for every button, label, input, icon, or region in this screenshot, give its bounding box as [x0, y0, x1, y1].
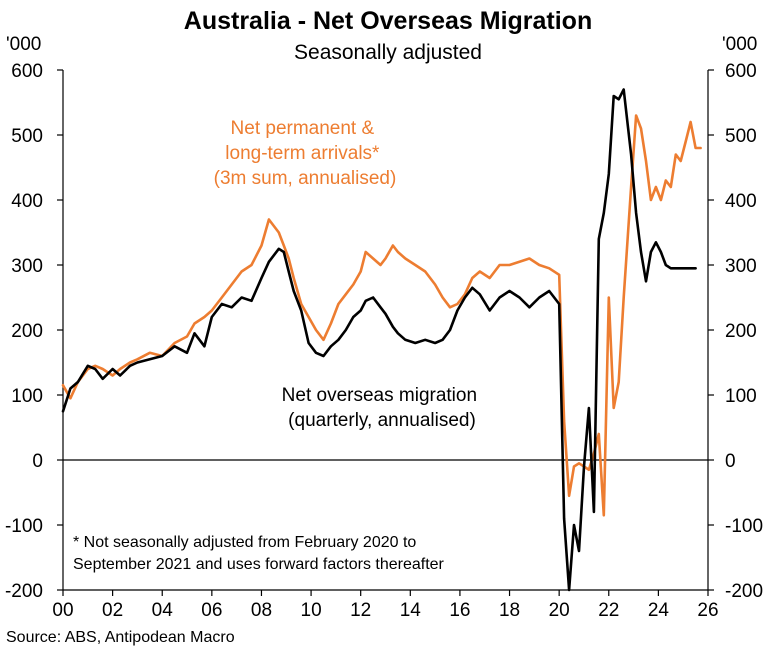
orange-label-line-3: (3m sum, annualised): [214, 168, 397, 189]
x-tick-label: 08: [251, 600, 272, 621]
y-tick-label-left: 0: [32, 451, 43, 472]
y-unit-left: '000: [6, 34, 41, 55]
footnote-line-2: September 2021 and uses forward factors …: [73, 556, 445, 573]
y-tick-label-right: 600: [725, 61, 757, 82]
x-tick-label: 12: [350, 600, 371, 621]
black-label-line-1: Net overseas migration: [282, 385, 477, 406]
series-line-net-permanent-long-term-arrivals: [61, 114, 702, 517]
footnote: * Not seasonally adjusted from February …: [73, 534, 445, 573]
y-tick-label-left: 400: [11, 191, 43, 212]
x-tick-label: 14: [400, 600, 422, 621]
x-tick-label: 26: [697, 600, 718, 621]
y-tick-label-left: 500: [11, 126, 43, 147]
x-tick-label: 16: [449, 600, 470, 621]
ticks-layer: [57, 69, 714, 596]
y-tick-label-right: -200: [725, 581, 763, 602]
orange-label-line-1: Net permanent &: [231, 118, 375, 139]
chart-title: Australia - Net Overseas Migration: [184, 7, 592, 35]
orange-series-label: Net permanent & long-term arrivals* (3m …: [214, 118, 397, 189]
black-series-label: Net overseas migration (quarterly, annua…: [282, 385, 483, 431]
orange-label-line-2: long-term arrivals*: [225, 143, 380, 164]
y-tick-label-left: 100: [11, 386, 43, 407]
black-label-line-2: (quarterly, annualised): [288, 410, 476, 431]
x-tick-label: 06: [201, 600, 222, 621]
y-tick-label-right: 0: [725, 451, 736, 472]
y-tick-label-right: 400: [725, 191, 757, 212]
y-tick-label-right: -100: [725, 516, 763, 537]
y-tick-label-right: 300: [725, 256, 757, 277]
x-tick-label: 02: [102, 600, 123, 621]
y-tick-label-left: 600: [11, 61, 43, 82]
y-tick-label-left: 200: [11, 321, 43, 342]
y-tick-label-right: 200: [725, 321, 757, 342]
x-tick-label: 18: [499, 600, 520, 621]
y-tick-label-left: -200: [5, 581, 43, 602]
x-tick-label: 22: [598, 600, 619, 621]
source-note: Source: ABS, Antipodean Macro: [6, 629, 235, 646]
footnote-line-1: * Not seasonally adjusted from February …: [73, 534, 416, 551]
x-tick-label: 04: [152, 600, 174, 621]
x-tick-label: 24: [648, 600, 670, 621]
y-tick-label-left: 300: [11, 256, 43, 277]
x-tick-label: 00: [52, 600, 73, 621]
chart-subtitle: Seasonally adjusted: [294, 41, 482, 64]
y-unit-right: '000: [722, 34, 757, 55]
series-line-net-overseas-migration: [61, 88, 697, 592]
y-tick-label-right: 500: [725, 126, 757, 147]
y-tick-label-left: -100: [5, 516, 43, 537]
x-tick-label: 10: [301, 600, 322, 621]
y-tick-label-right: 100: [725, 386, 757, 407]
x-tick-label: 20: [549, 600, 570, 621]
series-layer: [61, 88, 702, 592]
